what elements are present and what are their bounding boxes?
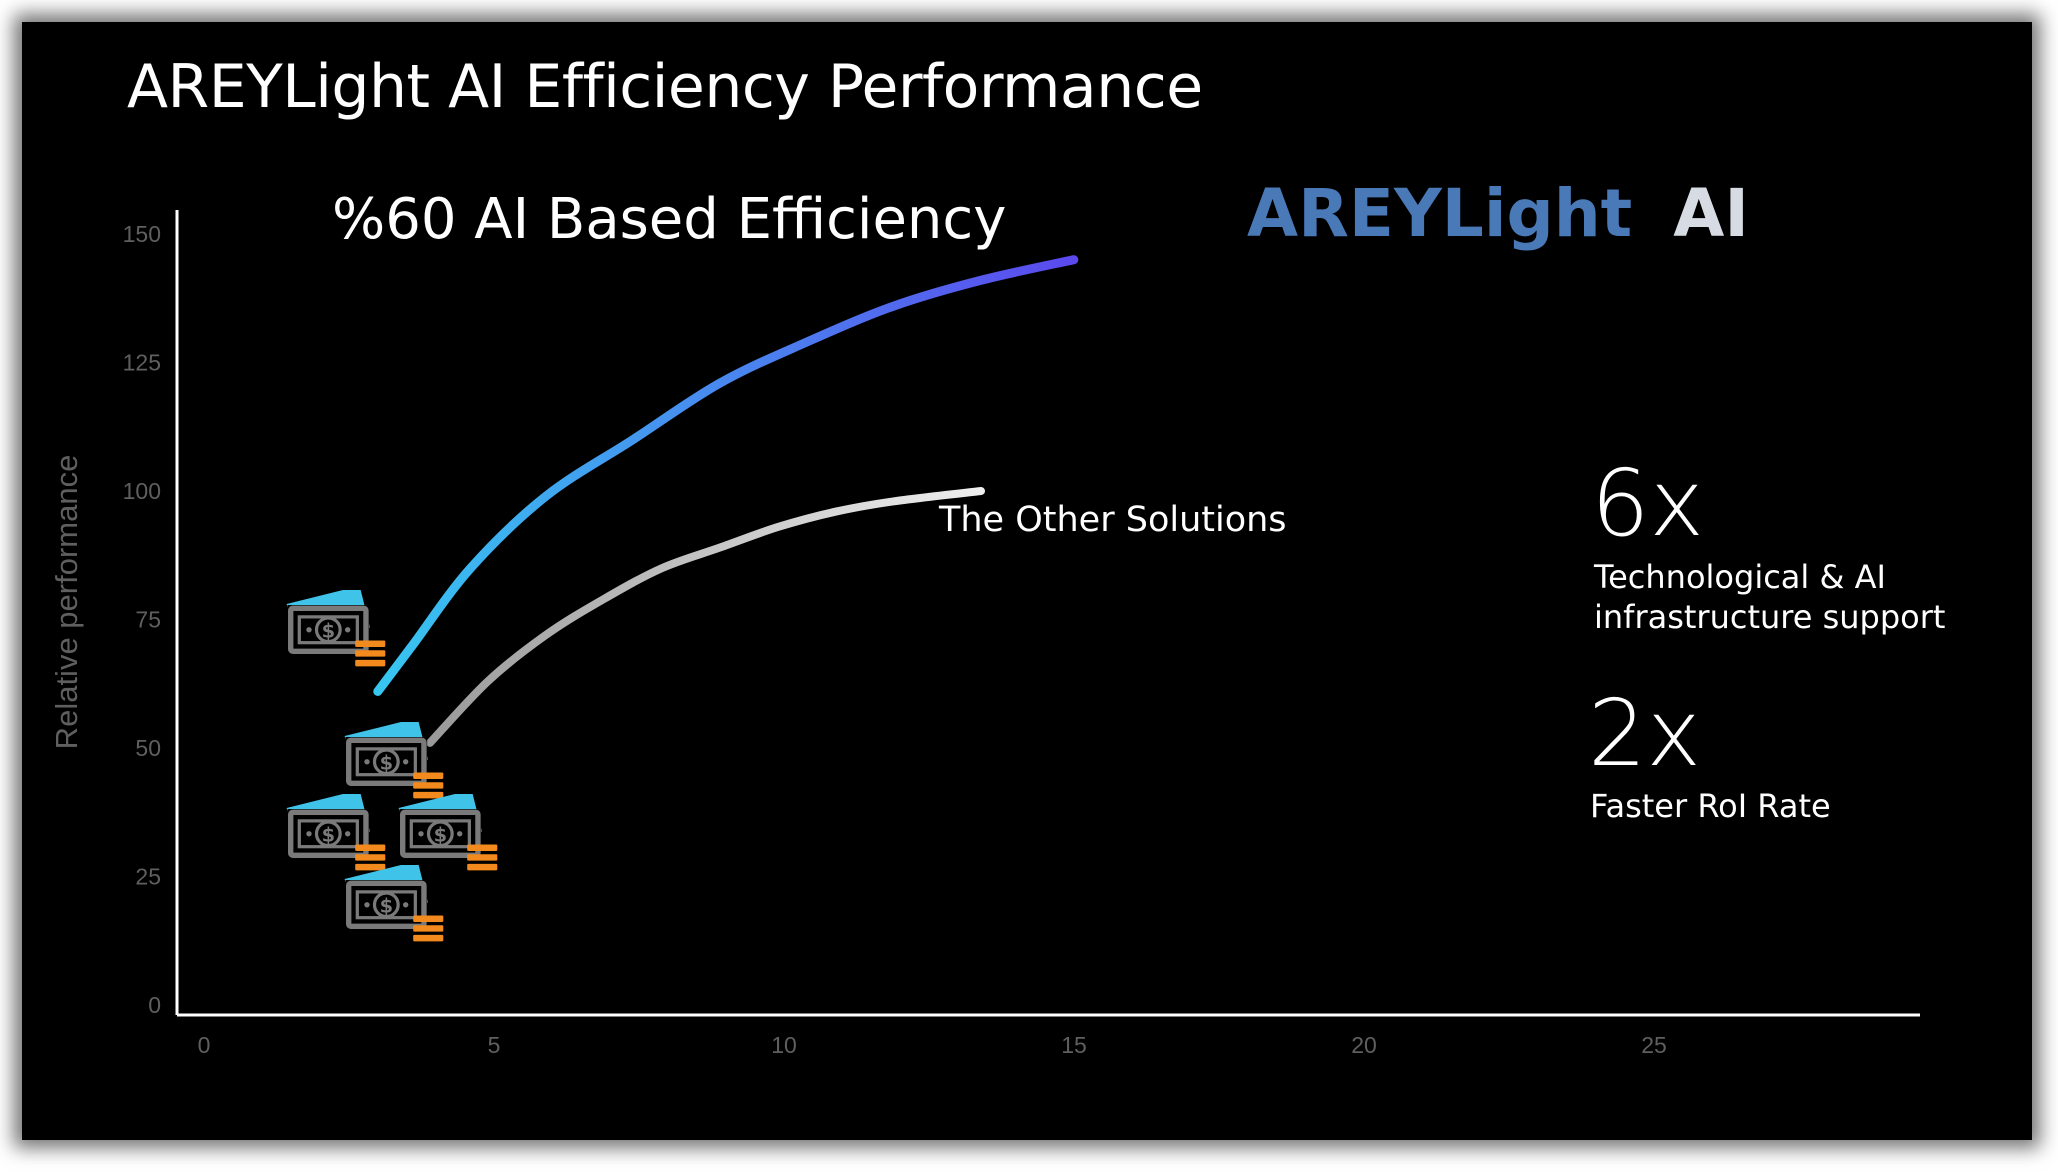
- brand-suffix: AI: [1673, 175, 1749, 252]
- y-tick-label: 125: [123, 350, 161, 376]
- money-stack-icon: [287, 586, 386, 666]
- stat-desc-support: Technological & AI infrastructure suppor…: [1594, 557, 1945, 637]
- y-tick-label: 150: [123, 221, 161, 247]
- efficiency-subtitle: %60 AI Based Efficiency: [332, 187, 1006, 252]
- y-tick-label: 75: [135, 607, 161, 633]
- stat-desc-line: Faster RoI Rate: [1590, 787, 1831, 825]
- y-tick-label: 50: [135, 735, 161, 761]
- y-tick-label: 0: [148, 992, 161, 1018]
- money-stack-icon: [399, 790, 498, 870]
- money-stack-icon: [287, 790, 386, 870]
- x-tick-label: 20: [1351, 1032, 1377, 1058]
- series-line-other-solutions: [426, 487, 985, 747]
- x-tick-label: 25: [1641, 1032, 1667, 1058]
- slide: AREYLight AI Efficiency Performance $: [22, 22, 2032, 1140]
- x-tick-label: 0: [198, 1032, 211, 1058]
- stat-value-support: 6x: [1591, 450, 1704, 557]
- brand-main: AREYLight: [1247, 175, 1632, 252]
- x-tick-label: 15: [1061, 1032, 1087, 1058]
- money-stack-icon: [345, 718, 444, 798]
- stat-desc-line: Technological & AI: [1594, 558, 1886, 596]
- stat-desc-roi: Faster RoI Rate: [1590, 786, 1831, 826]
- series-line-areylight: [373, 255, 1079, 696]
- slide-title: AREYLight AI Efficiency Performance: [127, 52, 1203, 122]
- y-tick-label: 25: [135, 864, 161, 890]
- x-tick-label: 10: [771, 1032, 797, 1058]
- x-tick-label: 5: [488, 1032, 501, 1058]
- other-solutions-label: The Other Solutions: [938, 500, 1287, 540]
- money-stack-icon: [345, 861, 444, 941]
- brand-label: AREYLight AI: [1247, 175, 1749, 252]
- stat-value-roi: 2x: [1588, 680, 1701, 787]
- y-tick-label: 100: [123, 478, 161, 504]
- stat-desc-line: infrastructure support: [1594, 598, 1946, 636]
- chart-axes: [175, 210, 1920, 1017]
- y-axis-label: Relative performance: [49, 455, 84, 750]
